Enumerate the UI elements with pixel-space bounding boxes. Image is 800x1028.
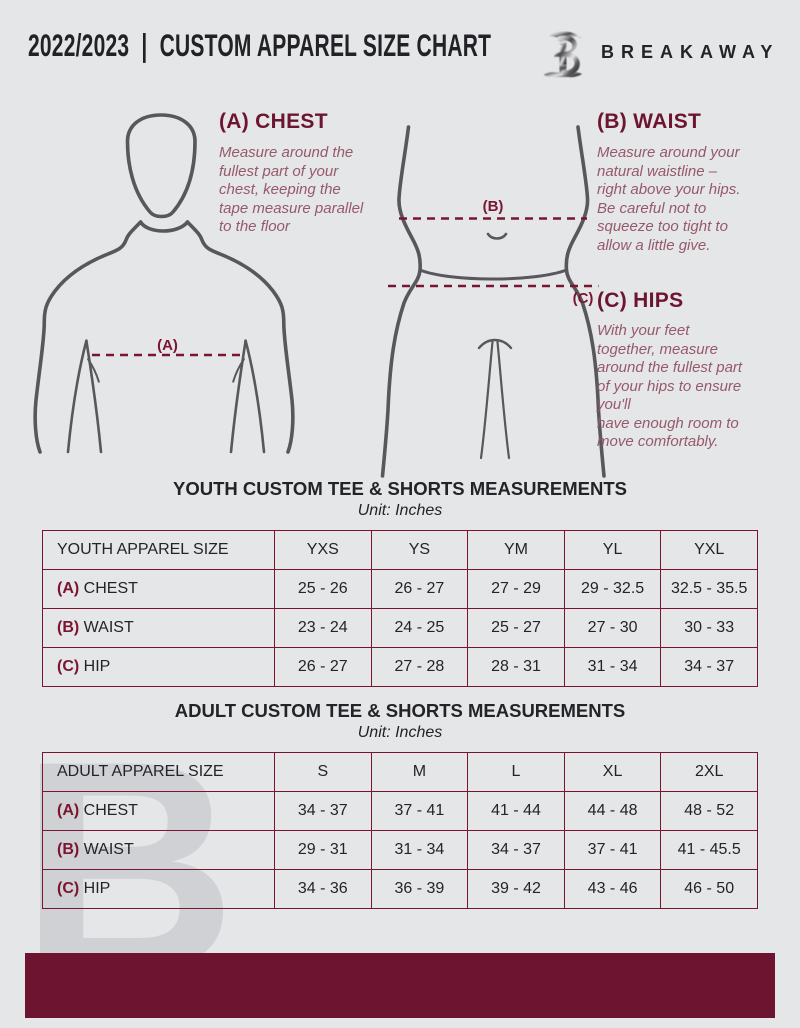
svg-text:(C): (C) — [573, 290, 594, 307]
svg-text:(B): (B) — [483, 198, 504, 215]
svg-text:(A): (A) — [157, 337, 178, 354]
